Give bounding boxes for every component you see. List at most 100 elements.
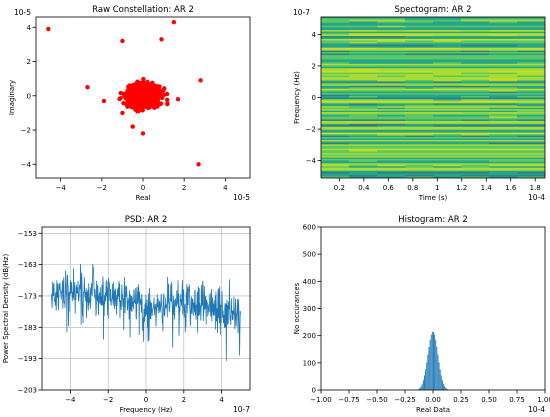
heatmap-cell (321, 77, 350, 80)
heatmap-cell (321, 156, 350, 159)
heatmap-cell (489, 142, 518, 145)
heatmap-cell (321, 68, 350, 71)
heatmap-cell (349, 97, 378, 100)
heatmap-cell (321, 53, 350, 56)
heatmap-cell (461, 167, 490, 170)
heatmap-cell (461, 75, 490, 78)
heatmap-cell (433, 109, 462, 112)
heatmap-cell (433, 49, 462, 52)
heatmap-cell (377, 49, 406, 52)
heatmap-cell (377, 126, 406, 129)
scatter-point (151, 103, 156, 109)
heatmap-cell (405, 122, 434, 125)
scatter-point (141, 100, 147, 105)
heatmap-cell (321, 43, 350, 46)
heatmap-cell (377, 158, 406, 162)
heatmap-cell (377, 69, 406, 72)
heatmap-cell (461, 82, 490, 85)
heatmap-cell (349, 100, 378, 103)
heatmap-cell (517, 120, 545, 123)
heatmap-cell (377, 71, 406, 74)
heatmap-cell (349, 176, 378, 178)
heatmap-cell (349, 126, 378, 129)
histogram-plot-area (418, 331, 449, 390)
x-tick-label: −1.00 (310, 396, 331, 404)
heatmap-cell (461, 104, 490, 107)
heatmap-cell (349, 60, 378, 63)
heatmap-cell (377, 37, 406, 40)
heatmap-cell (377, 38, 406, 42)
heatmap-cell (461, 53, 490, 56)
x-tick-label: 0.4 (358, 184, 370, 192)
heatmap-cell (377, 74, 406, 77)
heatmap-cell (377, 139, 406, 143)
heatmap-cell (517, 66, 545, 69)
heatmap-cell (489, 117, 518, 121)
heatmap-cell (461, 172, 490, 175)
heatmap-cell (405, 144, 434, 147)
heatmap-cell (489, 24, 518, 27)
heatmap-cell (517, 107, 545, 110)
heatmap-cell (349, 18, 378, 21)
heatmap-cell (461, 137, 490, 140)
heatmap-cell (321, 172, 350, 175)
scatter-point (131, 83, 136, 88)
heatmap-cell (321, 110, 350, 113)
scatter-point (137, 97, 142, 103)
heatmap-cell (433, 47, 462, 50)
heatmap-cell (433, 85, 462, 88)
heatmap-cell (405, 100, 434, 103)
heatmap-cell (461, 132, 490, 135)
heatmap-cell (489, 113, 518, 116)
heatmap-cell (433, 170, 462, 173)
heatmap-cell (377, 75, 406, 78)
heatmap-cell (321, 154, 350, 157)
heatmap-cell (321, 81, 350, 84)
heatmap-cell (489, 112, 518, 115)
heatmap-cell (349, 145, 378, 148)
scatter-point (134, 105, 139, 110)
heatmap-cell (321, 57, 350, 61)
heatmap-cell (349, 69, 378, 72)
x-tick-label: 0 (144, 396, 148, 404)
heatmap-cell (349, 160, 378, 163)
heatmap-cell (461, 122, 490, 125)
heatmap-cell (377, 63, 406, 66)
heatmap-cell (489, 161, 518, 164)
psd-chart: −4 −2 0 2 4 −203 −193 −183 −173 −163 −153 PSD: AR 2… (2, 215, 251, 414)
heatmap-cell (349, 19, 378, 22)
heatmap-cell (349, 141, 378, 144)
heatmap-cell (321, 109, 350, 112)
histogram-bar (433, 331, 434, 390)
heatmap-cell (321, 17, 350, 20)
heatmap-cell (461, 169, 490, 172)
heatmap-cell (489, 131, 518, 134)
heatmap-cell (461, 150, 490, 153)
heatmap-cell (321, 176, 350, 178)
heatmap-cell (461, 158, 490, 162)
heatmap-cell (405, 43, 434, 46)
heatmap-cell (349, 120, 378, 123)
x-tick-label: 1.2 (456, 184, 467, 192)
heatmap-cell (405, 117, 434, 121)
heatmap-cell (489, 101, 518, 104)
heatmap-cell (321, 145, 350, 148)
heatmap-cell (433, 69, 462, 72)
scatter-point (164, 91, 170, 97)
scatter-point (140, 107, 145, 113)
heatmap-cell (461, 107, 490, 110)
heatmap-cell (377, 138, 406, 141)
histogram-bar (425, 369, 427, 390)
heatmap-cell (517, 134, 545, 137)
heatmap-cell (377, 85, 406, 88)
heatmap-cell (321, 41, 350, 44)
heatmap-cell (517, 22, 545, 25)
scatter-point (118, 96, 123, 101)
heatmap-cell (321, 30, 350, 33)
heatmap-cell (377, 77, 406, 80)
heatmap-cell (321, 91, 350, 94)
heatmap-cell (321, 60, 350, 63)
heatmap-cell (405, 175, 434, 178)
heatmap-cell (349, 68, 378, 71)
heatmap-cell (321, 173, 350, 176)
